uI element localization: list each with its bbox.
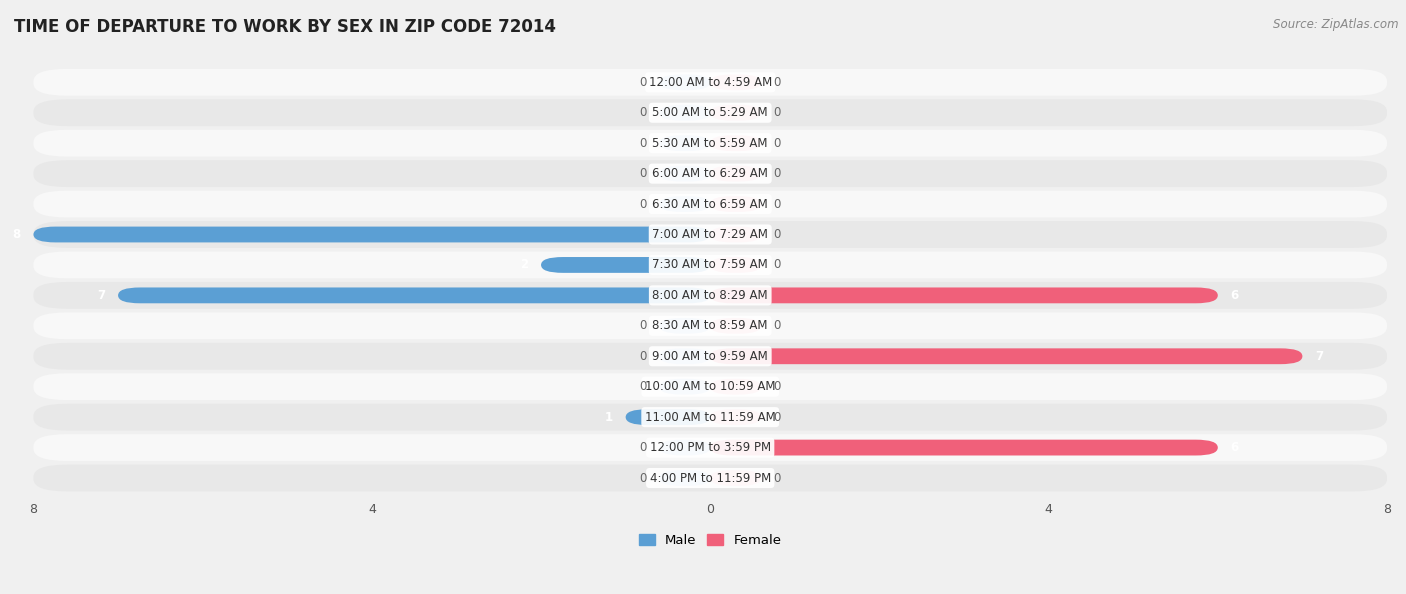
FancyBboxPatch shape — [34, 251, 1386, 279]
Text: 4:00 PM to 11:59 PM: 4:00 PM to 11:59 PM — [650, 472, 770, 485]
FancyBboxPatch shape — [659, 379, 710, 394]
FancyBboxPatch shape — [34, 434, 1386, 461]
FancyBboxPatch shape — [710, 470, 761, 486]
Text: 7:30 AM to 7:59 AM: 7:30 AM to 7:59 AM — [652, 258, 768, 271]
FancyBboxPatch shape — [34, 404, 1386, 431]
Text: 7:00 AM to 7:29 AM: 7:00 AM to 7:29 AM — [652, 228, 768, 241]
Text: 0: 0 — [640, 167, 647, 180]
Text: 0: 0 — [640, 137, 647, 150]
FancyBboxPatch shape — [659, 135, 710, 151]
FancyBboxPatch shape — [34, 312, 1386, 339]
Text: 9:00 AM to 9:59 AM: 9:00 AM to 9:59 AM — [652, 350, 768, 363]
Text: TIME OF DEPARTURE TO WORK BY SEX IN ZIP CODE 72014: TIME OF DEPARTURE TO WORK BY SEX IN ZIP … — [14, 18, 555, 36]
FancyBboxPatch shape — [710, 257, 761, 273]
Text: 0: 0 — [773, 380, 782, 393]
FancyBboxPatch shape — [710, 135, 761, 151]
FancyBboxPatch shape — [659, 74, 710, 90]
FancyBboxPatch shape — [118, 287, 710, 304]
Text: 6: 6 — [1230, 289, 1239, 302]
FancyBboxPatch shape — [659, 196, 710, 212]
FancyBboxPatch shape — [34, 465, 1386, 491]
FancyBboxPatch shape — [34, 130, 1386, 157]
Text: 5:00 AM to 5:29 AM: 5:00 AM to 5:29 AM — [652, 106, 768, 119]
Text: 0: 0 — [773, 167, 782, 180]
FancyBboxPatch shape — [710, 166, 761, 182]
FancyBboxPatch shape — [659, 470, 710, 486]
Text: 8:30 AM to 8:59 AM: 8:30 AM to 8:59 AM — [652, 320, 768, 332]
Text: 0: 0 — [773, 198, 782, 210]
Legend: Male, Female: Male, Female — [634, 529, 787, 552]
FancyBboxPatch shape — [34, 226, 710, 242]
FancyBboxPatch shape — [710, 440, 1218, 456]
Text: 6: 6 — [1230, 441, 1239, 454]
FancyBboxPatch shape — [710, 105, 761, 121]
Text: 7: 7 — [1315, 350, 1323, 363]
Text: 0: 0 — [773, 472, 782, 485]
FancyBboxPatch shape — [710, 226, 761, 242]
FancyBboxPatch shape — [626, 409, 710, 425]
Text: 7: 7 — [97, 289, 105, 302]
Text: 6:30 AM to 6:59 AM: 6:30 AM to 6:59 AM — [652, 198, 768, 210]
FancyBboxPatch shape — [34, 99, 1386, 126]
Text: 0: 0 — [640, 198, 647, 210]
FancyBboxPatch shape — [710, 379, 761, 394]
FancyBboxPatch shape — [34, 343, 1386, 369]
Text: 0: 0 — [640, 76, 647, 89]
FancyBboxPatch shape — [710, 196, 761, 212]
FancyBboxPatch shape — [659, 105, 710, 121]
Text: 0: 0 — [773, 320, 782, 332]
Text: 8: 8 — [13, 228, 21, 241]
Text: 0: 0 — [773, 76, 782, 89]
FancyBboxPatch shape — [710, 348, 1302, 364]
Text: 6:00 AM to 6:29 AM: 6:00 AM to 6:29 AM — [652, 167, 768, 180]
FancyBboxPatch shape — [710, 287, 1218, 304]
FancyBboxPatch shape — [34, 191, 1386, 217]
Text: 12:00 PM to 3:59 PM: 12:00 PM to 3:59 PM — [650, 441, 770, 454]
Text: 0: 0 — [640, 350, 647, 363]
FancyBboxPatch shape — [710, 74, 761, 90]
Text: 0: 0 — [773, 106, 782, 119]
FancyBboxPatch shape — [659, 166, 710, 182]
FancyBboxPatch shape — [659, 348, 710, 364]
Text: 11:00 AM to 11:59 AM: 11:00 AM to 11:59 AM — [645, 410, 776, 424]
Text: 2: 2 — [520, 258, 529, 271]
Text: 8:00 AM to 8:29 AM: 8:00 AM to 8:29 AM — [652, 289, 768, 302]
Text: 0: 0 — [640, 472, 647, 485]
Text: 0: 0 — [773, 137, 782, 150]
FancyBboxPatch shape — [34, 221, 1386, 248]
FancyBboxPatch shape — [34, 373, 1386, 400]
Text: 0: 0 — [773, 410, 782, 424]
FancyBboxPatch shape — [710, 409, 761, 425]
Text: 12:00 AM to 4:59 AM: 12:00 AM to 4:59 AM — [648, 76, 772, 89]
Text: Source: ZipAtlas.com: Source: ZipAtlas.com — [1274, 18, 1399, 31]
FancyBboxPatch shape — [34, 69, 1386, 96]
FancyBboxPatch shape — [710, 318, 761, 334]
Text: 0: 0 — [640, 380, 647, 393]
Text: 0: 0 — [640, 320, 647, 332]
Text: 0: 0 — [640, 441, 647, 454]
Text: 5:30 AM to 5:59 AM: 5:30 AM to 5:59 AM — [652, 137, 768, 150]
FancyBboxPatch shape — [541, 257, 710, 273]
Text: 0: 0 — [773, 228, 782, 241]
FancyBboxPatch shape — [34, 160, 1386, 187]
FancyBboxPatch shape — [34, 282, 1386, 309]
Text: 10:00 AM to 10:59 AM: 10:00 AM to 10:59 AM — [645, 380, 776, 393]
FancyBboxPatch shape — [659, 440, 710, 456]
Text: 0: 0 — [773, 258, 782, 271]
FancyBboxPatch shape — [659, 318, 710, 334]
Text: 0: 0 — [640, 106, 647, 119]
Text: 1: 1 — [605, 410, 613, 424]
